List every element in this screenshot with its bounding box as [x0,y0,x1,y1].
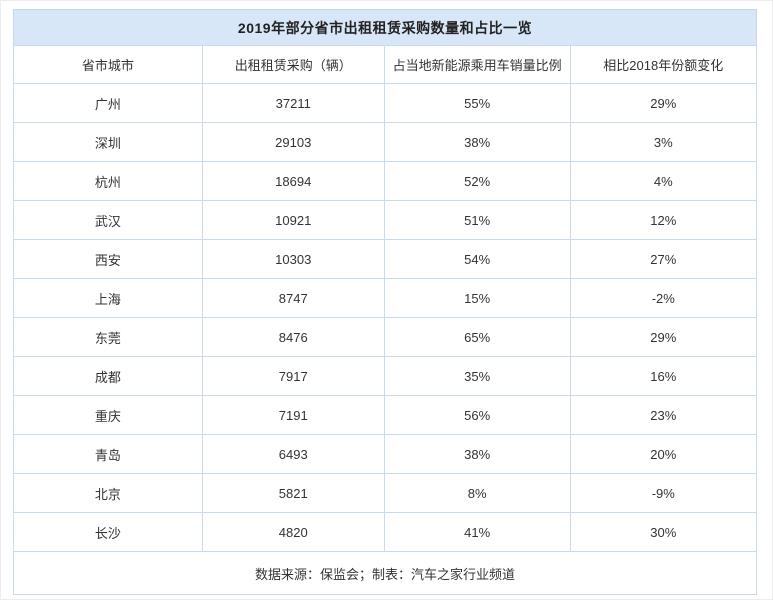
table-title: 2019年部分省市出租租赁采购数量和占比一览 [237,19,533,36]
change-cell: -9% [569,473,757,513]
procurement-table: 省市城市 出租租赁采购（辆） 占当地新能源乘用车销量比例 相比2018年份额变化… [13,45,757,595]
header-row: 省市城市 出租租赁采购（辆） 占当地新能源乘用车销量比例 相比2018年份额变化 [13,45,757,84]
city-cell: 上海 [13,278,203,318]
purchases-cell: 7917 [201,356,385,396]
share-cell: 52% [383,161,571,201]
change-cell: 12% [569,200,757,240]
city-cell: 杭州 [13,161,203,201]
table-row: 深圳 29103 38% 3% [13,122,757,162]
footer-row: 数据来源：保监会；制表：汽车之家行业频道 [13,551,757,595]
share-cell: 8% [383,473,571,513]
city-cell: 长沙 [13,512,203,552]
city-cell: 深圳 [13,122,203,162]
table-row: 上海 8747 15% -2% [13,278,757,318]
share-cell: 56% [383,395,571,435]
change-cell: 4% [569,161,757,201]
table-row: 青岛 6493 38% 20% [13,434,757,474]
header-purchases: 出租租赁采购（辆） [201,45,385,84]
city-cell: 武汉 [13,200,203,240]
purchases-cell: 8747 [201,278,385,318]
change-cell: 29% [569,83,757,123]
city-cell: 北京 [13,473,203,513]
share-cell: 35% [383,356,571,396]
purchases-cell: 29103 [201,122,385,162]
city-cell: 广州 [13,83,203,123]
share-cell: 51% [383,200,571,240]
city-cell: 东莞 [13,317,203,357]
table-row: 成都 7917 35% 16% [13,356,757,396]
header-change: 相比2018年份额变化 [569,45,757,84]
share-cell: 55% [383,83,571,123]
purchases-cell: 18694 [201,161,385,201]
change-cell: 29% [569,317,757,357]
share-cell: 54% [383,239,571,279]
change-cell: 3% [569,122,757,162]
city-cell: 成都 [13,356,203,396]
table-title-bar: 2019年部分省市出租租赁采购数量和占比一览 [13,9,757,46]
change-cell: -2% [569,278,757,318]
table-row: 广州 37211 55% 29% [13,83,757,123]
purchases-cell: 7191 [201,395,385,435]
change-cell: 30% [569,512,757,552]
share-cell: 15% [383,278,571,318]
table-row: 长沙 4820 41% 30% [13,512,757,552]
purchases-cell: 6493 [201,434,385,474]
purchases-cell: 10303 [201,239,385,279]
table-row: 重庆 7191 56% 23% [13,395,757,435]
table-row: 武汉 10921 51% 12% [13,200,757,240]
city-cell: 西安 [13,239,203,279]
purchases-cell: 37211 [201,83,385,123]
change-cell: 23% [569,395,757,435]
source-note: 数据来源：保监会；制表：汽车之家行业频道 [13,551,757,595]
city-cell: 青岛 [13,434,203,474]
table-row: 西安 10303 54% 27% [13,239,757,279]
change-cell: 16% [569,356,757,396]
share-cell: 41% [383,512,571,552]
city-cell: 重庆 [13,395,203,435]
purchases-cell: 8476 [201,317,385,357]
change-cell: 20% [569,434,757,474]
purchases-cell: 4820 [201,512,385,552]
table-row: 东莞 8476 65% 29% [13,317,757,357]
share-cell: 38% [383,122,571,162]
header-share: 占当地新能源乘用车销量比例 [383,45,571,84]
change-cell: 27% [569,239,757,279]
share-cell: 65% [383,317,571,357]
table-row: 杭州 18694 52% 4% [13,161,757,201]
purchases-cell: 5821 [201,473,385,513]
table-row: 北京 5821 8% -9% [13,473,757,513]
purchases-cell: 10921 [201,200,385,240]
share-cell: 38% [383,434,571,474]
data-table: 2019年部分省市出租租赁采购数量和占比一览 省市城市 出租租赁采购（辆） 占当… [13,9,757,595]
header-city: 省市城市 [13,45,203,84]
